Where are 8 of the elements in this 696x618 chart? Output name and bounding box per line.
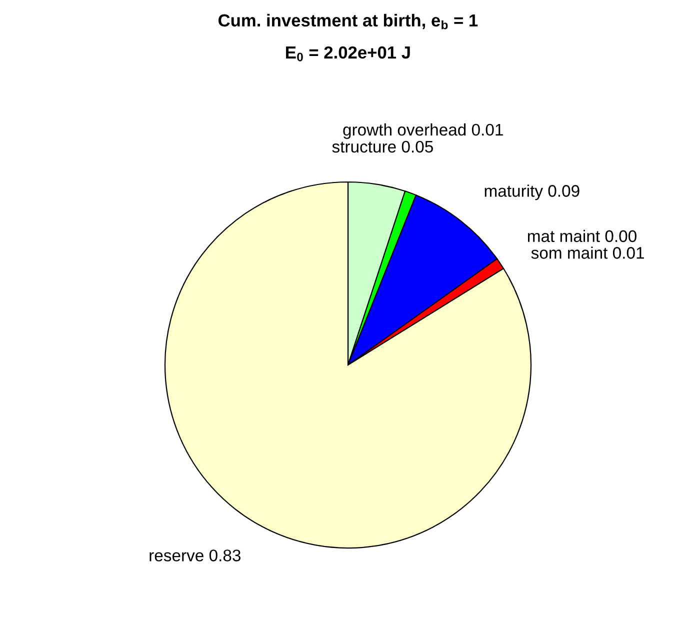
slice-label: reserve 0.83	[150, 550, 241, 562]
slice-label: growth overhead 0.01	[343, 123, 503, 139]
chart-title: Cum. investment at birth, e$_{b}$ = 1	[218, 14, 478, 30]
slice-label: maturity 0.09	[484, 184, 580, 200]
category-label: mat maint 0.00	[528, 230, 636, 242]
slice-label: som maint 0.01	[531, 246, 644, 259]
slice-label: structure 0.05	[332, 140, 433, 153]
chart-subtitle: E$_{0}$ = 2.02e+01 J	[286, 46, 410, 62]
